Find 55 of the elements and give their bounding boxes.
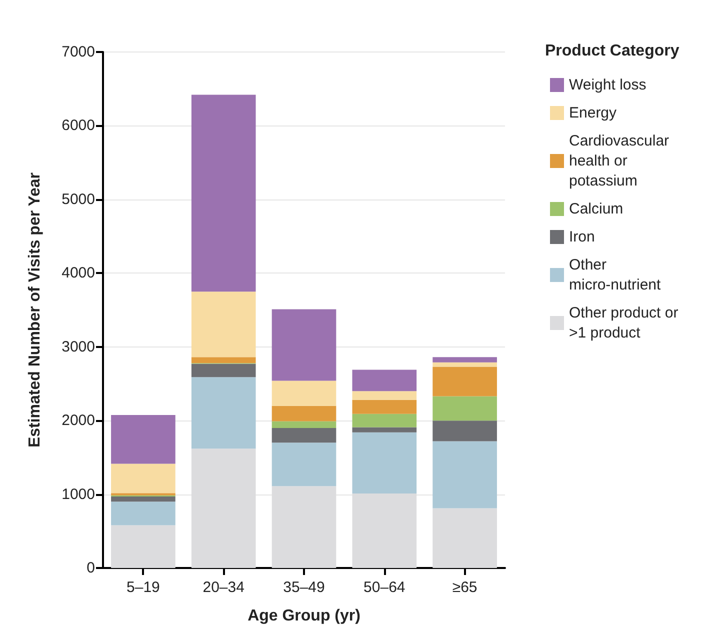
bar: [111, 464, 176, 494]
bar: [432, 441, 497, 508]
bar: [111, 525, 176, 568]
bar: [111, 496, 176, 502]
bar: [352, 400, 417, 414]
bar: [111, 415, 176, 464]
y-tick-label: 0: [86, 560, 95, 576]
bar: [352, 432, 417, 494]
bar: [352, 494, 417, 568]
bar: [191, 377, 256, 449]
bar: [352, 370, 417, 392]
y-tick-label: 5000: [62, 190, 95, 208]
bar: [272, 309, 336, 381]
legend-label: Energy: [569, 104, 618, 122]
legend-label: Iron: [569, 228, 595, 246]
legend-label: Calcium: [569, 200, 624, 218]
bar: [432, 396, 497, 421]
legend-label: Weight loss: [569, 76, 646, 94]
y-axis-title: Estimated Number of Visits per Year: [26, 172, 44, 448]
x-axis-title: Age Group (yr): [248, 608, 360, 624]
x-tick-label: 50–64: [364, 579, 406, 596]
bar: [272, 428, 336, 443]
bar: [432, 366, 497, 396]
legend-label: Other product or >1 product: [569, 304, 682, 342]
bar: [352, 427, 417, 432]
x-tick-label: ≥65: [452, 579, 478, 596]
bar: [272, 421, 336, 428]
y-tick-label: 6000: [62, 117, 95, 134]
x-tick-label: 20–34: [202, 579, 244, 596]
y-tick-label: 7000: [62, 44, 95, 60]
legend-label: Other micro-nutrient: [569, 256, 662, 294]
legend-label: Cardiovascular health or potassium: [569, 132, 674, 190]
bar: [191, 94, 256, 292]
x-tick-label: 35–49: [283, 579, 325, 596]
bar: [272, 380, 336, 406]
y-tick-label: 3000: [62, 338, 95, 356]
bar: [432, 420, 497, 442]
bar: [191, 292, 256, 358]
bar: [432, 508, 497, 568]
y-tick-label: 2000: [62, 412, 95, 430]
bar: [432, 362, 497, 367]
bar: [191, 357, 256, 364]
bar: [191, 364, 256, 378]
x-tick-label: 5–19: [126, 579, 160, 596]
y-tick-label: 1000: [62, 486, 95, 503]
bar: [272, 442, 336, 486]
bar: [352, 391, 417, 400]
y-tick-label: 4000: [62, 264, 95, 282]
legend-title: Product Category: [545, 42, 680, 60]
bar: [432, 357, 497, 362]
bar: [111, 502, 176, 526]
bar: [191, 448, 256, 568]
bar: [272, 486, 336, 568]
bar: [352, 414, 417, 428]
bar: [272, 406, 336, 422]
